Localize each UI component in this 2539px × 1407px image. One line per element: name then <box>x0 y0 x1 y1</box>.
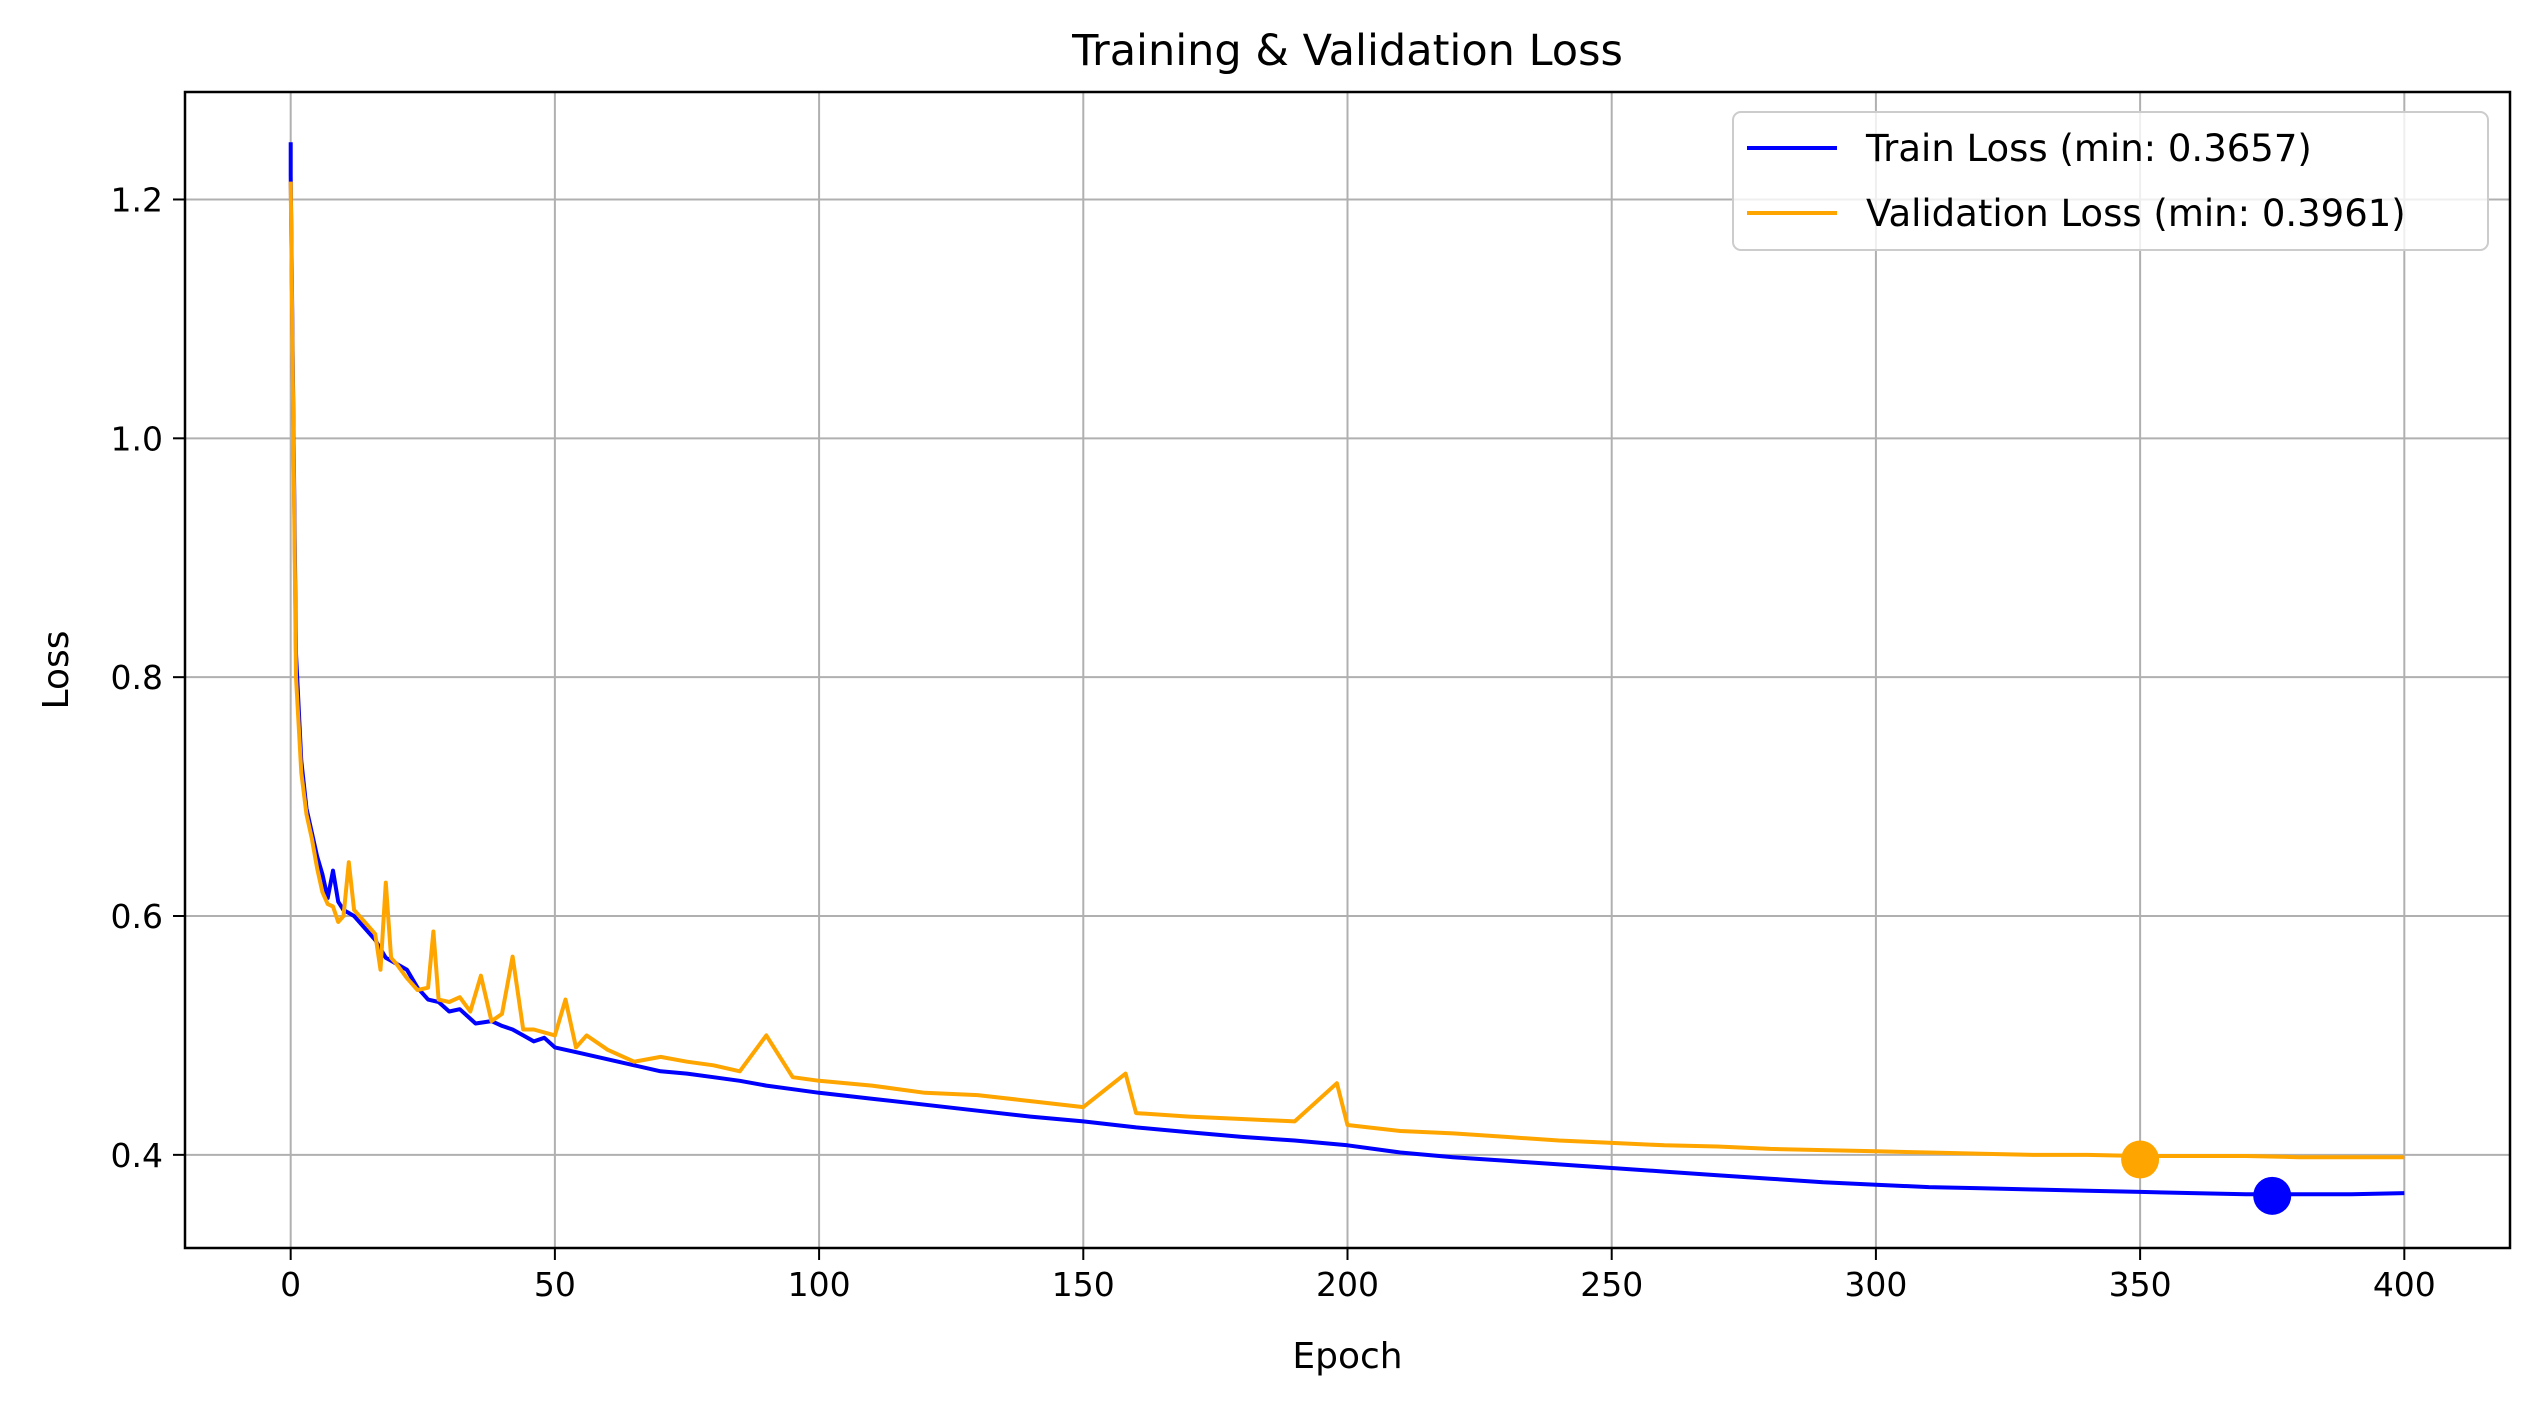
x-tick-label: 0 <box>280 1265 301 1304</box>
series-line-validation-loss <box>288 181 2405 1160</box>
series-layer <box>288 142 2405 1197</box>
x-tick-label: 200 <box>1316 1265 1379 1304</box>
x-axis: 0 50 100 150 200 250 300 350 400 <box>280 1248 2436 1304</box>
x-axis-label: Epoch <box>1292 1336 1402 1377</box>
min-markers <box>2121 1140 2292 1215</box>
legend: Train Loss (min: 0.3657) Validation Loss … <box>1732 111 2489 251</box>
x-tick-label: 350 <box>2109 1265 2172 1304</box>
x-tick-label: 150 <box>1052 1265 1115 1304</box>
y-axis-label: Loss <box>36 631 77 710</box>
x-tick-label: 400 <box>2373 1265 2436 1304</box>
y-tick-label: 0.8 <box>111 658 163 697</box>
legend-label: Validation Loss (min: 0.3961) <box>1866 192 2406 235</box>
x-tick-label: 250 <box>1580 1265 1643 1304</box>
y-axis: 0.4 0.6 0.8 1.0 1.2 <box>111 180 185 1175</box>
x-tick-label: 100 <box>788 1265 851 1304</box>
chart-title: Training & Validation Loss <box>1071 26 1623 76</box>
x-tick-label: 300 <box>1844 1265 1907 1304</box>
legend-label: Train Loss (min: 0.3657) <box>1865 127 2312 170</box>
y-tick-label: 0.6 <box>111 897 163 936</box>
series-line-train-loss <box>288 142 2405 1197</box>
min-marker-train <box>2253 1176 2292 1215</box>
x-tick-label: 50 <box>534 1265 576 1304</box>
y-tick-label: 1.2 <box>111 180 163 219</box>
y-tick-label: 0.4 <box>111 1136 163 1175</box>
y-tick-label: 1.0 <box>111 419 163 458</box>
min-marker-validation <box>2121 1140 2160 1179</box>
legend-box <box>1732 111 2489 251</box>
